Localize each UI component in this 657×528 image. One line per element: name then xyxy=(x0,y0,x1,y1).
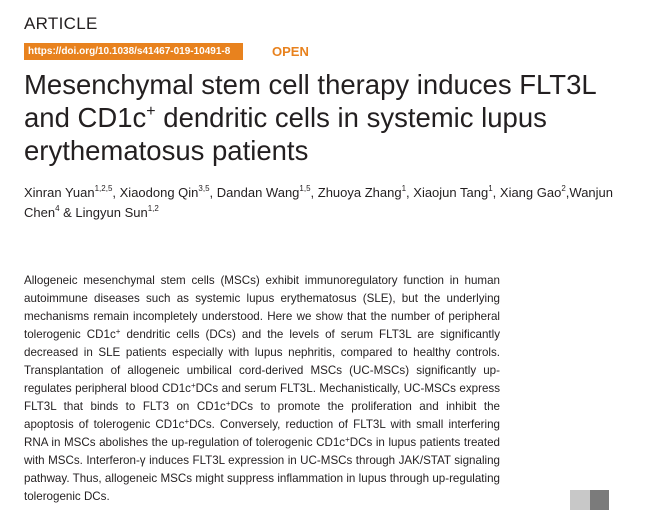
text-segment: mechanisms remain incompletely understoo… xyxy=(24,310,500,323)
superscript: + xyxy=(190,381,196,390)
text-segment: tolerogenic DCs. xyxy=(24,490,110,503)
text-line: tolerogenic CD1c+ dendritic cells (DCs) … xyxy=(24,326,500,344)
text-segment: Transplantation of allogeneic umbilical … xyxy=(24,364,500,377)
abstract: Allogeneic mesenchymal stem cells (MSCs)… xyxy=(24,272,500,506)
text-segment: , xyxy=(565,185,570,200)
text-segment: autoimmune diseases such as systemic lup… xyxy=(24,292,500,305)
text-segment: DCs and serum FLT3L. Mechanistically, UC… xyxy=(195,382,500,395)
text-segment: Allogeneic mesenchymal stem cells (MSCs)… xyxy=(24,274,500,287)
open-access-badge: OPEN xyxy=(272,44,309,59)
superscript: + xyxy=(225,399,231,408)
superscript: 1,2 xyxy=(147,204,159,213)
text-line: pathway. Thus, allogeneic MSCs might sup… xyxy=(24,470,500,488)
text-line: regulates peripheral blood CD1c+DCs and … xyxy=(24,380,500,398)
text-segment: , Dandan Wang xyxy=(209,185,300,200)
superscript: 1 xyxy=(401,184,407,193)
text-segment: RNA in MSCs abolishes the up-regulation … xyxy=(24,436,346,449)
text-line: Wanjun Chen4 & Lingyun Sun1,2 xyxy=(24,185,613,220)
text-line: with MSCs. Interferon-γ induces FLT3L ex… xyxy=(24,452,500,470)
text-segment: with MSCs. Interferon-γ induces FLT3L ex… xyxy=(24,454,500,467)
page-decoration-light xyxy=(570,490,590,510)
text-segment: , Zhuoya Zhang xyxy=(310,185,402,200)
text-line: apoptosis of tolerogenic CD1c+DCs. Conve… xyxy=(24,416,500,434)
text-line: tolerogenic DCs. xyxy=(24,488,500,506)
text-line: autoimmune diseases such as systemic lup… xyxy=(24,290,500,308)
text-segment: DCs. Conversely, reduction of FLT3L with… xyxy=(189,418,501,431)
text-segment: erythematosus patients xyxy=(24,135,309,166)
text-segment: regulates peripheral blood CD1c xyxy=(24,382,191,395)
text-line: FLT3L that binds to FLT3 on CD1c+DCs to … xyxy=(24,398,500,416)
text-segment: decreased in SLE patients especially wit… xyxy=(24,346,500,359)
text-segment: dendritic cells (DCs) and the levels of … xyxy=(120,328,500,341)
doi-link[interactable]: https://doi.org/10.1038/s41467-019-10491… xyxy=(24,43,243,60)
article-title: Mesenchymal stem cell therapy induces FL… xyxy=(24,68,654,167)
author-list: Xinran Yuan1,2,5, Xiaodong Qin3,5, Danda… xyxy=(24,183,644,223)
text-line: RNA in MSCs abolishes the up-regulation … xyxy=(24,434,500,452)
superscript: + xyxy=(345,435,350,444)
text-segment: Xinran Yuan xyxy=(24,185,95,200)
text-segment: , Xiaodong Qin xyxy=(112,185,199,200)
text-line: Transplantation of allogeneic umbilical … xyxy=(24,362,500,380)
text-segment: , Xiang Gao xyxy=(492,185,562,200)
text-segment: apoptosis of tolerogenic CD1c xyxy=(24,418,185,431)
text-segment: and CD1c xyxy=(24,102,147,133)
text-segment: tolerogenic CD1c xyxy=(24,328,116,341)
text-line: Allogeneic mesenchymal stem cells (MSCs)… xyxy=(24,272,500,290)
text-segment: pathway. Thus, allogeneic MSCs might sup… xyxy=(24,472,500,485)
text-segment: & Lingyun Sun xyxy=(59,205,148,220)
text-segment: Mesenchymal stem cell therapy induces FL… xyxy=(24,69,597,100)
text-segment: DCs in lupus patients treated xyxy=(349,436,500,449)
text-segment: dendritic cells in systemic lupus xyxy=(155,102,547,133)
text-line: Mesenchymal stem cell therapy induces FL… xyxy=(24,68,654,101)
text-line: Xinran Yuan1,2,5, Xiaodong Qin3,5, Danda… xyxy=(24,184,570,201)
article-type-label: ARTICLE xyxy=(24,14,98,33)
page-decoration-dark xyxy=(590,490,609,510)
superscript: + xyxy=(146,103,156,120)
text-line: mechanisms remain incompletely understoo… xyxy=(24,308,500,326)
superscript: 1,2,5 xyxy=(94,184,113,193)
superscript: + xyxy=(115,327,121,336)
superscript: 1 xyxy=(488,184,493,193)
text-line: erythematosus patients xyxy=(24,134,654,167)
superscript: + xyxy=(184,417,190,426)
text-segment: DCs to promote the proliferation and inh… xyxy=(230,400,500,413)
text-segment: Wanjun Chen xyxy=(24,185,614,220)
text-line: decreased in SLE patients especially wit… xyxy=(24,344,500,362)
superscript: 4 xyxy=(55,204,60,213)
text-segment: , Xiaojun Tang xyxy=(406,185,489,200)
superscript: 2 xyxy=(561,184,566,193)
superscript: 3,5 xyxy=(198,184,210,193)
superscript: 1,5 xyxy=(299,184,311,193)
text-line: and CD1c+ dendritic cells in systemic lu… xyxy=(24,101,654,134)
text-segment: FLT3L that binds to FLT3 on CD1c xyxy=(24,400,226,413)
